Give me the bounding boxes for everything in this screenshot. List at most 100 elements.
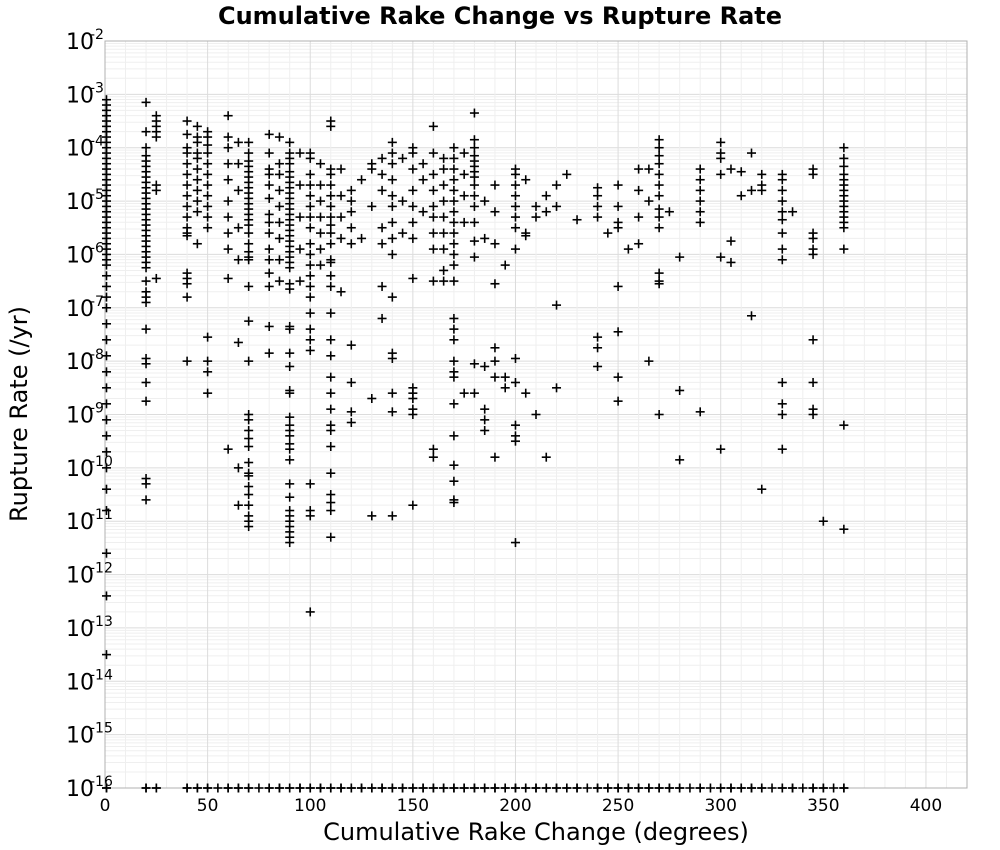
data-point — [326, 271, 336, 281]
data-point — [408, 393, 418, 403]
data-point — [449, 476, 459, 486]
data-point — [449, 276, 459, 286]
data-point — [593, 183, 603, 193]
data-point — [223, 244, 233, 254]
data-point — [254, 783, 264, 793]
data-point — [428, 185, 438, 195]
y-tick-base: 10 — [66, 510, 94, 535]
data-point — [326, 281, 336, 291]
y-tick-base: 10 — [66, 617, 94, 642]
data-point — [623, 244, 633, 254]
data-point — [716, 444, 726, 454]
data-point — [777, 185, 787, 195]
data-point — [736, 783, 746, 793]
data-point — [151, 783, 161, 793]
x-axis-label: Cumulative Rake Change (degrees) — [323, 818, 749, 846]
data-point — [398, 196, 408, 206]
data-point — [223, 273, 233, 283]
data-point — [182, 201, 192, 211]
data-point — [777, 444, 787, 454]
data-point — [244, 458, 254, 468]
data-point — [572, 783, 582, 793]
data-point — [654, 159, 664, 169]
data-point — [192, 207, 202, 217]
data-point — [264, 268, 274, 278]
data-point — [326, 212, 336, 222]
x-tick-label: 300 — [704, 796, 736, 816]
data-point — [439, 196, 449, 206]
data-point — [367, 201, 377, 211]
data-point — [408, 148, 418, 158]
y-tick-label: 10-14 — [66, 667, 113, 695]
data-point — [521, 388, 531, 398]
x-tick-label: 200 — [499, 796, 531, 816]
data-point — [285, 284, 295, 294]
data-point — [264, 180, 274, 190]
data-point — [777, 215, 787, 225]
data-point — [747, 783, 756, 793]
data-point — [244, 783, 254, 793]
data-point — [192, 137, 202, 147]
data-point — [274, 201, 284, 211]
data-point — [757, 169, 767, 179]
data-point — [593, 191, 603, 201]
data-point — [387, 388, 397, 398]
data-point — [726, 164, 736, 174]
data-point — [244, 500, 254, 510]
data-point — [244, 255, 254, 265]
data-point — [102, 463, 111, 473]
data-point — [777, 228, 787, 238]
data-point — [244, 228, 254, 238]
data-point — [613, 281, 623, 291]
data-point — [705, 783, 715, 793]
data-point — [141, 143, 151, 153]
data-point — [305, 260, 315, 270]
y-tick-exponent: -2 — [90, 27, 104, 43]
data-point — [346, 185, 356, 195]
data-point — [285, 388, 295, 398]
data-point — [387, 292, 397, 302]
data-point — [141, 127, 151, 137]
data-point — [387, 191, 397, 201]
data-point — [264, 193, 274, 203]
data-point — [418, 159, 428, 169]
data-point — [223, 111, 233, 121]
data-point — [377, 169, 387, 179]
data-point — [264, 148, 274, 158]
data-point — [613, 223, 623, 233]
data-point — [102, 548, 111, 558]
data-point — [295, 212, 305, 222]
data-point — [274, 233, 284, 243]
data-point — [316, 159, 325, 169]
data-point — [449, 399, 459, 409]
data-point — [459, 148, 469, 158]
data-point — [839, 223, 849, 233]
data-point — [469, 201, 479, 211]
data-point — [808, 169, 818, 179]
data-point — [102, 319, 111, 329]
data-point — [192, 121, 202, 131]
y-tick-label: 10-12 — [66, 561, 113, 589]
data-point — [695, 196, 705, 206]
data-point — [285, 324, 295, 334]
data-point — [449, 217, 459, 227]
data-point — [469, 108, 479, 118]
data-point — [428, 276, 438, 286]
data-point — [192, 783, 202, 793]
data-point — [439, 244, 449, 254]
data-point — [244, 415, 254, 425]
data-point — [203, 388, 213, 398]
data-point — [613, 396, 623, 406]
data-point — [326, 372, 336, 382]
data-point — [295, 276, 305, 286]
data-point — [654, 191, 664, 201]
data-point — [244, 281, 254, 291]
data-point — [285, 159, 295, 169]
data-point — [102, 415, 111, 425]
data-point — [182, 159, 192, 169]
data-point — [102, 271, 111, 281]
data-point — [295, 244, 305, 254]
data-point — [449, 372, 459, 382]
data-point — [777, 399, 787, 409]
data-point — [593, 361, 603, 371]
